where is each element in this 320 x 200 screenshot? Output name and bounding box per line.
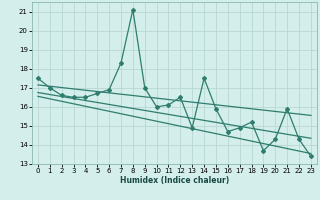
X-axis label: Humidex (Indice chaleur): Humidex (Indice chaleur) <box>120 176 229 185</box>
